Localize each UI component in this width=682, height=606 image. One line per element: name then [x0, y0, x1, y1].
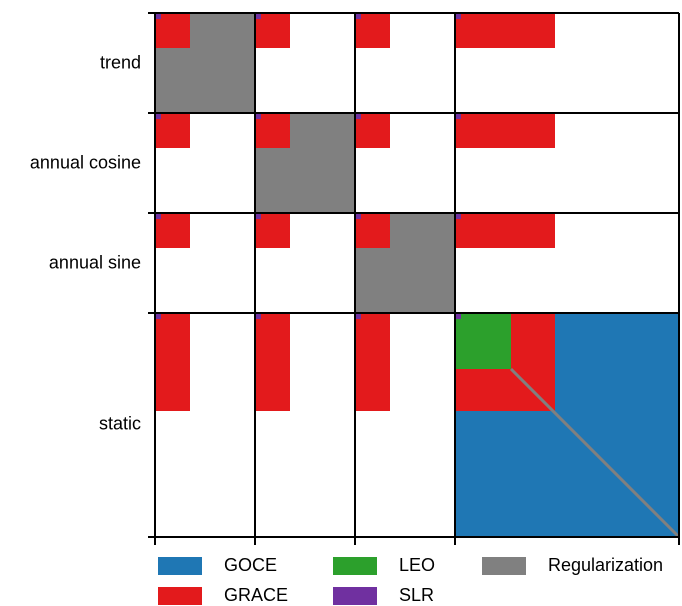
row-label-trend: trend [99, 52, 141, 73]
row-label-annual-sine: annual sine [48, 252, 141, 273]
slr-marker [355, 213, 361, 219]
grace-block-static-sine [355, 313, 390, 411]
legend-label-leo: LEO [399, 555, 436, 575]
regularization-block-trend-upper [190, 13, 255, 48]
regularization-block-cosine-upper [290, 113, 355, 148]
slr-marker [255, 213, 261, 219]
slr-marker [455, 113, 461, 119]
legend-swatch-slr [333, 587, 377, 605]
row-label-annual-cosine: annual cosine [29, 152, 141, 173]
legend-swatch-leo [333, 557, 377, 575]
regularization-block-trend [155, 48, 255, 113]
legend-label-grace: GRACE [224, 585, 289, 605]
slr-marker [255, 13, 261, 19]
legend-swatch-regularization [482, 557, 526, 575]
slr-marker [155, 113, 161, 119]
legend-label-goce: GOCE [224, 555, 278, 575]
slr-marker [455, 213, 461, 219]
legend-swatch-goce [158, 557, 202, 575]
legend-label-regularization: Regularization [548, 555, 664, 575]
grace-block-cosine-static [455, 113, 555, 148]
slr-marker [455, 13, 461, 19]
grace-block-sine-static [455, 213, 555, 248]
grid-lines [148, 12, 680, 545]
grace-block-static-cosine [255, 313, 290, 411]
legend-swatch-grace [158, 587, 202, 605]
slr-marker [155, 213, 161, 219]
regularization-diagonal [509, 367, 681, 539]
regularization-block-sine-upper [390, 213, 455, 248]
slr-marker [155, 13, 161, 19]
slr-marker [455, 313, 461, 319]
slr-marker [155, 313, 161, 319]
regularization-block-cosine [255, 148, 355, 213]
legend-label-slr: SLR [399, 585, 435, 605]
slr-marker [355, 113, 361, 119]
row-label-static: static [98, 413, 141, 434]
grace-block-static-trend [155, 313, 190, 411]
slr-marker [355, 313, 361, 319]
slr-marker [255, 313, 261, 319]
slr-marker [255, 113, 261, 119]
slr-marker [355, 13, 361, 19]
leo-block-static [455, 313, 511, 369]
regularization-block-sine [355, 248, 455, 313]
grace-block-trend-static [455, 13, 555, 48]
